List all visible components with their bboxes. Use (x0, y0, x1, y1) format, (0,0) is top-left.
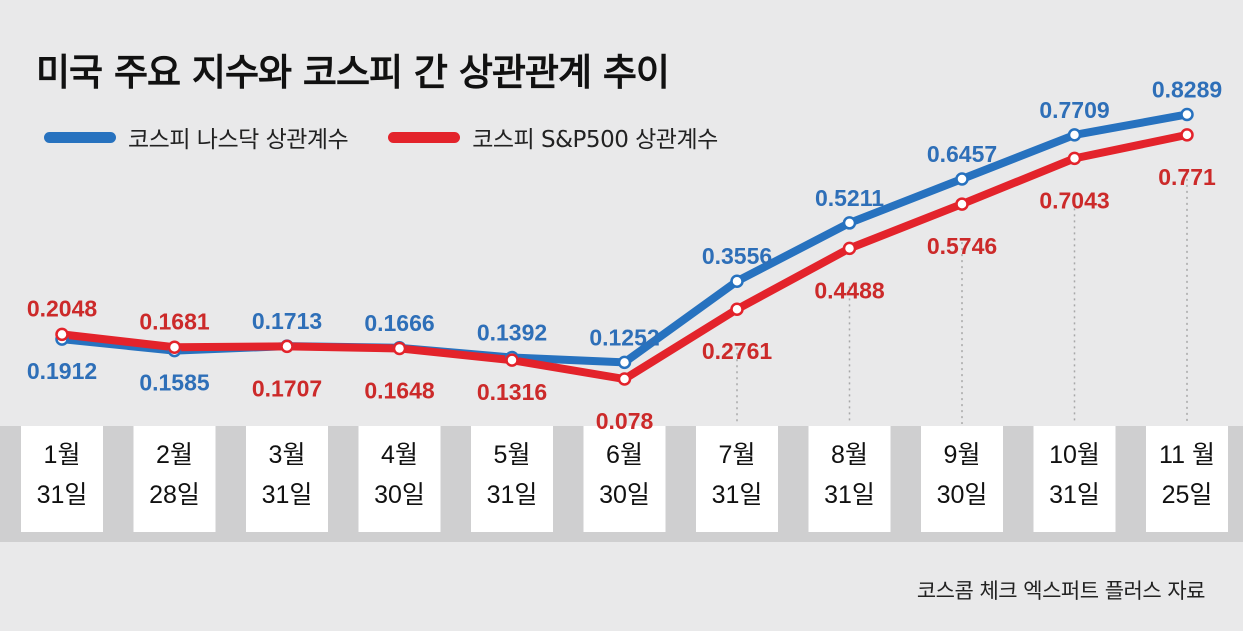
x-axis-card-5 (471, 426, 553, 532)
x-tick-month-3: 3월 (269, 441, 306, 469)
x-tick-day-11: 25일 (1162, 481, 1213, 509)
point-nasdaq-6 (617, 355, 632, 370)
point-sp500-7 (730, 302, 744, 316)
legend-label-sp500: 코스피 S&P500 상관계수 (472, 127, 718, 153)
point-nasdaq-11 (1180, 107, 1194, 122)
point-sp500-10 (1067, 151, 1082, 166)
x-axis-card-8 (808, 426, 891, 532)
x-tick-month-8: 8월 (831, 441, 868, 469)
data-label-nasdaq-5: 0.1392 (477, 319, 547, 345)
x-tick-month-9: 9월 (944, 441, 981, 469)
data-label-sp500-9: 0.5746 (927, 233, 997, 259)
x-axis-card-1 (21, 426, 103, 532)
x-tick-month-2: 2월 (156, 441, 193, 469)
x-axis-card-3 (246, 426, 328, 532)
data-label-nasdaq-9: 0.6457 (927, 141, 997, 167)
data-label-nasdaq-11: 0.8289 (1152, 76, 1222, 102)
x-tick-month-7: 7월 (719, 441, 756, 469)
x-tick-month-11: 11 월 (1159, 441, 1215, 469)
legend-item-sp500: 코스피 S&P500 상관계수 (388, 120, 718, 154)
point-nasdaq-7 (730, 274, 744, 288)
data-label-sp500-2: 0.1681 (139, 308, 210, 334)
data-label-nasdaq-10: 0.7709 (1039, 97, 1109, 123)
x-tick-day-9: 30일 (937, 481, 988, 509)
x-axis-card-6 (583, 426, 666, 532)
data-label-nasdaq-1: 0.1912 (27, 358, 97, 384)
point-sp500-11 (1180, 128, 1194, 142)
point-sp500-1 (55, 327, 69, 342)
point-sp500-4 (392, 341, 407, 356)
data-label-nasdaq-6: 0.1252 (589, 324, 659, 350)
data-label-sp500-4: 0.1648 (364, 377, 435, 403)
source-note: 코스콤 체크 엑스퍼트 플러스 자료 (916, 579, 1206, 603)
data-label-sp500-3: 0.1707 (252, 375, 322, 401)
point-sp500-3 (280, 339, 294, 354)
x-tick-month-5: 5월 (494, 441, 531, 469)
legend-swatch-sp500 (388, 131, 461, 143)
point-nasdaq-10 (1067, 128, 1082, 142)
data-label-nasdaq-8: 0.5211 (815, 185, 884, 211)
x-axis-card-7 (696, 426, 778, 532)
x-tick-day-7: 31일 (712, 481, 763, 509)
x-tick-month-4: 4월 (381, 441, 418, 469)
point-sp500-6 (617, 372, 632, 386)
point-nasdaq-9 (955, 172, 969, 186)
x-tick-day-1: 31일 (37, 481, 88, 509)
data-label-sp500-6: 0.078 (596, 408, 654, 434)
data-label-sp500-5: 0.1316 (477, 379, 547, 405)
data-label-sp500-10: 0.7043 (1039, 187, 1109, 213)
legend-swatch-nasdaq (44, 131, 116, 143)
point-sp500-2 (167, 340, 182, 355)
data-label-sp500-11: 0.771 (1158, 164, 1216, 190)
chart-title: 미국 주요 지수와 코스피 간 상관관계 추이 (36, 51, 670, 94)
x-tick-day-4: 30일 (374, 481, 425, 509)
point-nasdaq-8 (842, 216, 857, 230)
data-label-nasdaq-2: 0.1585 (139, 370, 210, 396)
legend: 코스피 나스닥 상관계수 코스피 S&P500 상관계수 (44, 120, 758, 154)
data-label-nasdaq-3: 0.1713 (252, 308, 322, 334)
x-tick-day-3: 31일 (262, 481, 313, 509)
x-axis-card-11 (1146, 426, 1228, 532)
data-label-sp500-8: 0.4488 (814, 277, 885, 303)
point-sp500-5 (505, 353, 519, 367)
point-sp500-8 (842, 241, 857, 256)
x-tick-month-10: 10월 (1049, 441, 1100, 469)
x-tick-day-8: 31일 (824, 481, 875, 509)
x-tick-day-5: 31일 (487, 481, 538, 509)
legend-label-nasdaq: 코스피 나스닥 상관계수 (128, 127, 349, 153)
data-label-nasdaq-7: 0.3556 (702, 243, 772, 269)
x-tick-day-10: 31일 (1049, 481, 1100, 509)
data-label-sp500-7: 0.2761 (702, 338, 773, 364)
data-label-nasdaq-4: 0.1666 (364, 310, 434, 336)
x-tick-day-2: 28일 (149, 481, 200, 509)
point-sp500-9 (955, 197, 969, 211)
x-axis-card-2 (133, 426, 216, 532)
x-tick-month-1: 1월 (44, 441, 81, 469)
x-tick-month-6: 6월 (606, 441, 643, 469)
x-axis-card-9 (921, 426, 1003, 532)
legend-item-nasdaq: 코스피 나스닥 상관계수 (44, 120, 349, 154)
x-tick-day-6: 30일 (599, 481, 650, 509)
x-axis-card-4 (358, 426, 441, 532)
x-axis-card-10 (1033, 426, 1116, 532)
data-label-sp500-1: 0.2048 (27, 295, 98, 321)
